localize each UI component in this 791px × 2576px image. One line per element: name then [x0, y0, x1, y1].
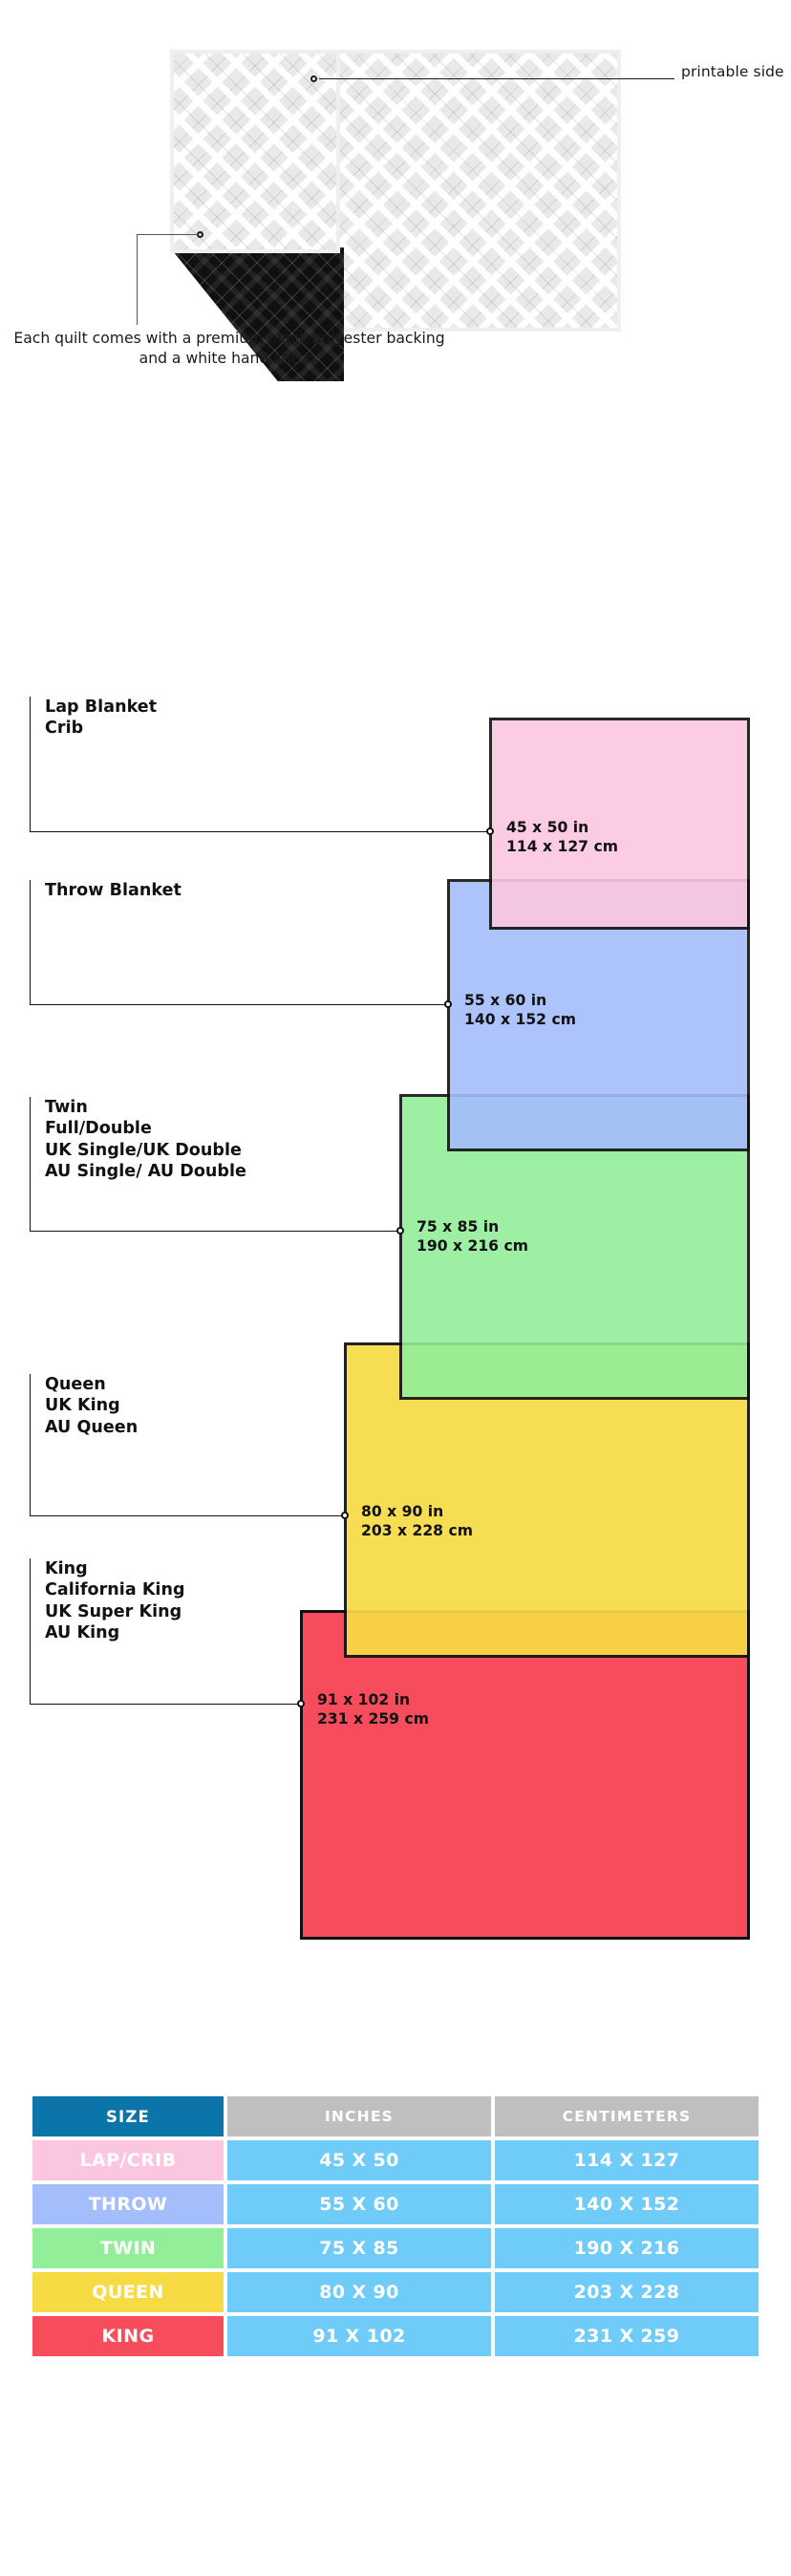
- table-cell-inches: 80 X 90: [227, 2272, 491, 2312]
- quilt-hero: printable side Each quilt comes with a p…: [0, 0, 791, 592]
- bracket-vertical-twin: [30, 1097, 31, 1231]
- table-cell-size: QUEEN: [32, 2272, 224, 2312]
- printable-side-callout: [310, 71, 712, 109]
- table-row: TWIN 75 X 85 190 X 216: [32, 2228, 759, 2268]
- callout-dot-icon: [197, 231, 203, 238]
- pin-dot-icon-lap-crib: [486, 827, 494, 835]
- bracket-horizontal-twin: [30, 1231, 400, 1232]
- quilt-front-panel: [287, 50, 621, 332]
- size-table-head: SIZE INCHES CENTIMETERS: [32, 2096, 759, 2136]
- quilt-stitch-pattern-icon: [290, 54, 617, 328]
- dimension-label-queen: 80 x 90 in 203 x 228 cm: [361, 1503, 473, 1539]
- table-header-inches: INCHES: [227, 2096, 491, 2136]
- table-row: KING 91 X 102 231 X 259: [32, 2316, 759, 2356]
- table-cell-cm: 114 X 127: [495, 2140, 759, 2180]
- callout-dot-icon: [310, 75, 317, 82]
- size-table: SIZE INCHES CENTIMETERS LAP/CRIB 45 X 50…: [29, 2093, 762, 2360]
- pin-dot-icon-king: [297, 1700, 305, 1707]
- dimension-label-throw: 55 x 60 in 140 x 152 cm: [464, 992, 576, 1028]
- table-row: THROW 55 X 60 140 X 152: [32, 2184, 759, 2224]
- pin-dot-icon-queen: [341, 1512, 349, 1519]
- bracket-vertical-queen: [30, 1374, 31, 1515]
- table-header-cm: CENTIMETERS: [495, 2096, 759, 2136]
- dimension-label-twin: 75 x 85 in 190 x 216 cm: [417, 1218, 528, 1255]
- callout-leader-line: [319, 78, 674, 79]
- pin-dot-icon-twin: [396, 1227, 404, 1234]
- size-table-body: LAP/CRIB 45 X 50 114 X 127 THROW 55 X 60…: [32, 2140, 759, 2356]
- callout-leader-line-horizontal: [137, 234, 198, 235]
- group-label-lap-crib: Lap Blanket Crib: [45, 698, 158, 739]
- bracket-horizontal-lap-crib: [30, 831, 490, 832]
- table-cell-size: TWIN: [32, 2228, 224, 2268]
- table-cell-size: THROW: [32, 2184, 224, 2224]
- table-header-row: SIZE INCHES CENTIMETERS: [32, 2096, 759, 2136]
- quilt-folded-flap: [170, 50, 340, 253]
- table-cell-cm: 203 X 228: [495, 2272, 759, 2312]
- group-label-king: King California King UK Super King AU Ki…: [45, 1559, 185, 1643]
- quilt-backing-panel: [170, 247, 344, 381]
- table-cell-inches: 75 X 85: [227, 2228, 491, 2268]
- table-cell-inches: 91 X 102: [227, 2316, 491, 2356]
- dimension-label-king: 91 x 102 in 231 x 259 cm: [317, 1691, 429, 1728]
- group-label-twin: Twin Full/Double UK Single/UK Double AU …: [45, 1098, 246, 1182]
- group-label-queen: Queen UK King AU Queen: [45, 1375, 139, 1437]
- group-label-throw: Throw Blanket: [45, 881, 182, 900]
- bracket-horizontal-queen: [30, 1515, 345, 1516]
- bracket-vertical-lap-crib: [30, 697, 31, 831]
- hero-caption: Each quilt comes with a premium black po…: [13, 330, 445, 367]
- bracket-vertical-throw: [30, 880, 31, 1004]
- table-cell-cm: 231 X 259: [495, 2316, 759, 2356]
- quilt-illustration: [170, 50, 621, 381]
- pin-dot-icon-throw: [444, 1000, 452, 1008]
- dimension-label-lap-crib: 45 x 50 in 114 x 127 cm: [506, 819, 618, 855]
- table-header-size: SIZE: [32, 2096, 224, 2136]
- table-row: QUEEN 80 X 90 203 X 228: [32, 2272, 759, 2312]
- bracket-horizontal-throw: [30, 1004, 448, 1005]
- size-rect-king: [300, 1610, 750, 1940]
- table-cell-inches: 55 X 60: [227, 2184, 491, 2224]
- quilt-flap-stitch-pattern-icon: [174, 54, 336, 249]
- table-cell-size: KING: [32, 2316, 224, 2356]
- bracket-vertical-king: [30, 1558, 31, 1704]
- table-row: LAP/CRIB 45 X 50 114 X 127: [32, 2140, 759, 2180]
- table-cell-cm: 190 X 216: [495, 2228, 759, 2268]
- bracket-horizontal-king: [30, 1704, 302, 1705]
- table-cell-inches: 45 X 50: [227, 2140, 491, 2180]
- table-cell-size: LAP/CRIB: [32, 2140, 224, 2180]
- callout-leader-line-vertical: [137, 234, 138, 325]
- printable-side-label: printable side: [681, 63, 784, 80]
- size-rect-lap-crib: [489, 718, 750, 930]
- table-cell-cm: 140 X 152: [495, 2184, 759, 2224]
